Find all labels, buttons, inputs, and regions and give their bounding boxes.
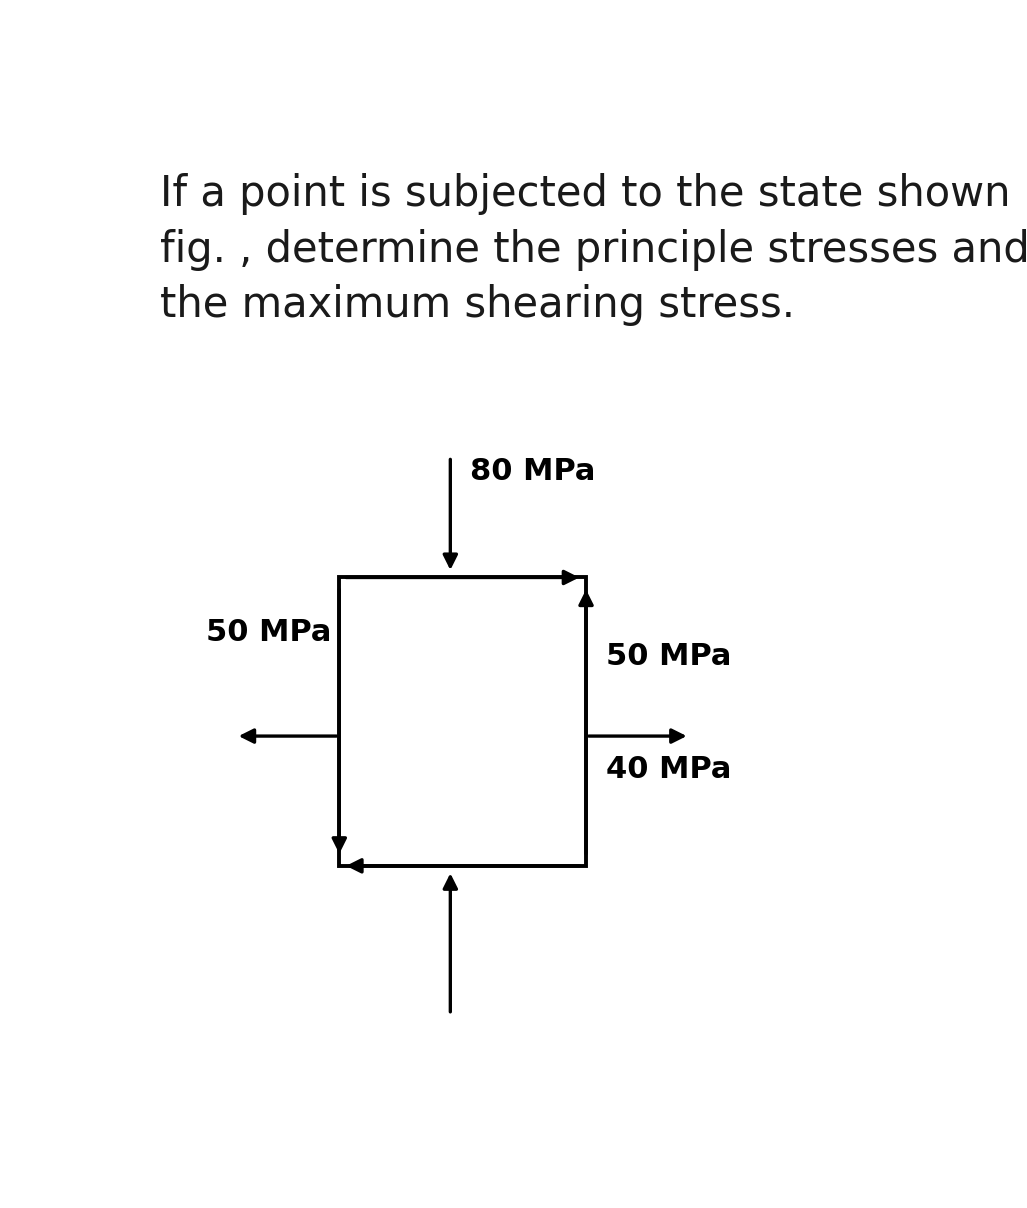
Text: fig. , determine the principle stresses and: fig. , determine the principle stresses … [160, 228, 1027, 271]
Text: 40 MPa: 40 MPa [606, 755, 731, 784]
Text: 50 MPa: 50 MPa [206, 617, 332, 646]
Text: If a point is subjected to the state shown in: If a point is subjected to the state sho… [160, 173, 1027, 215]
Text: 50 MPa: 50 MPa [606, 643, 731, 672]
Text: the maximum shearing stress.: the maximum shearing stress. [160, 285, 795, 326]
Text: 80 MPa: 80 MPa [470, 457, 596, 486]
Bar [339, 577, 586, 866]
